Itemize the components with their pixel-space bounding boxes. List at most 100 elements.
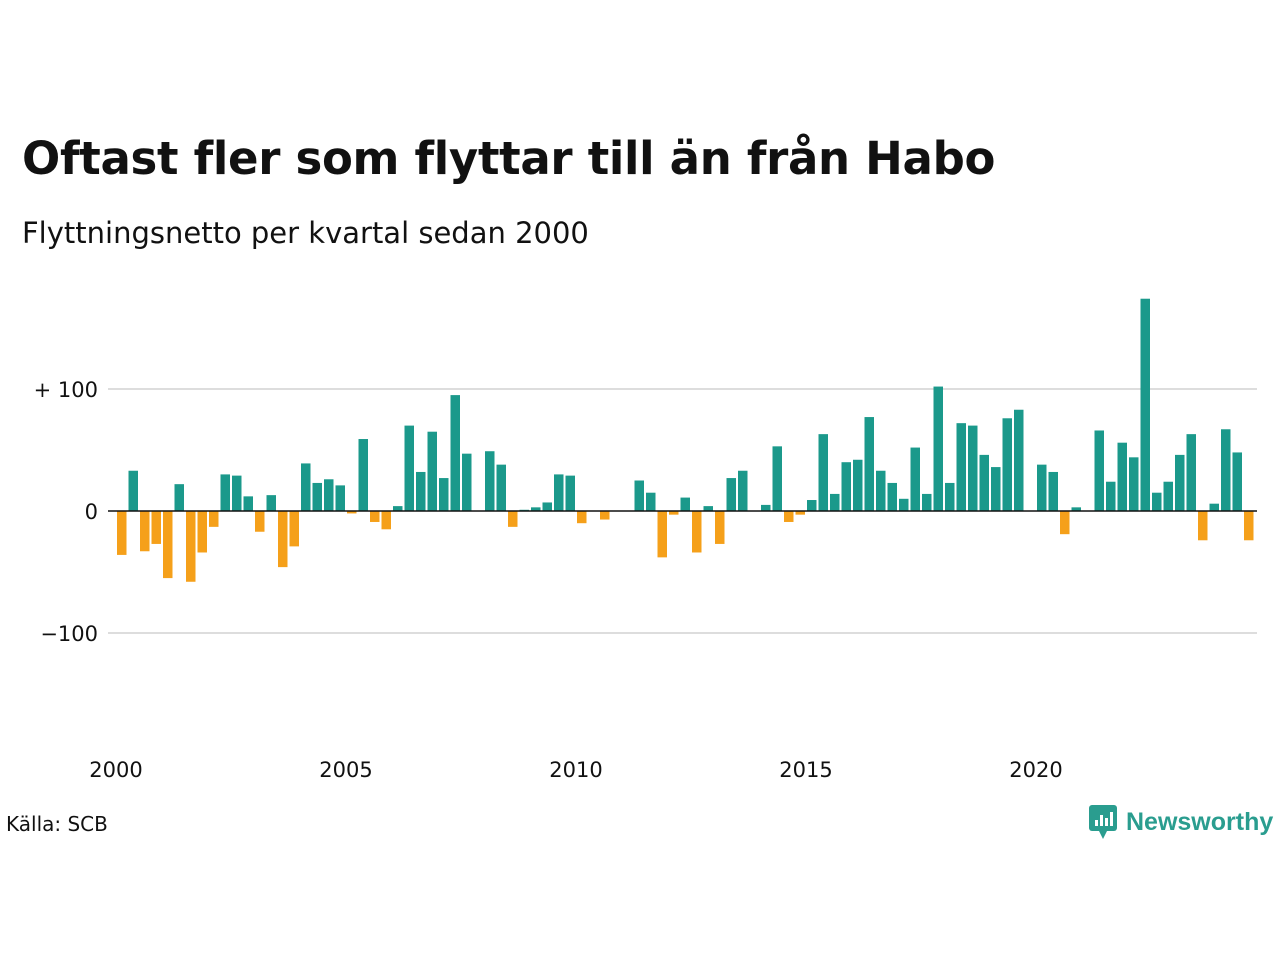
- bar: [347, 511, 357, 514]
- bar: [945, 482, 955, 511]
- bar: [324, 479, 334, 511]
- chart-subtitle: Flyttningsnetto per kvartal sedan 2000: [22, 216, 589, 250]
- bar: [542, 502, 552, 511]
- gridlines: [108, 388, 1257, 634]
- bar: [1232, 452, 1242, 511]
- bar: [565, 475, 575, 511]
- axis-labels: + 100 0 −100 2000 2005 2010 2015 2020: [34, 378, 1257, 782]
- brand-name: Newsworthy: [1126, 807, 1274, 836]
- bar: [255, 511, 265, 532]
- bar: [772, 446, 782, 511]
- bar: [715, 511, 725, 544]
- bar: [404, 425, 414, 511]
- bar: [818, 434, 828, 511]
- x-tick-label: 2020: [1009, 758, 1062, 782]
- x-tick-label: 2000: [89, 758, 142, 782]
- y-tick-label: 0: [85, 500, 98, 524]
- bar: [163, 511, 173, 579]
- source-note: Källa: SCB: [6, 812, 108, 836]
- bar: [278, 511, 288, 568]
- bar: [186, 511, 196, 582]
- bar: [761, 504, 771, 511]
- bar: [232, 475, 242, 511]
- x-tick-label: 2010: [549, 758, 602, 782]
- bar: [301, 463, 311, 511]
- bar: [554, 474, 564, 511]
- brand-logo[interactable]: Newsworthy: [1088, 804, 1273, 840]
- bar: [312, 482, 322, 511]
- bar: [807, 500, 817, 511]
- chart-title: Oftast fler som flyttar till än från Hab…: [22, 132, 996, 185]
- bar: [1048, 471, 1058, 511]
- bar: [1244, 511, 1254, 541]
- bar: [738, 470, 748, 511]
- bar: [462, 453, 472, 511]
- bar: [1198, 511, 1208, 541]
- bar: [335, 485, 345, 511]
- bar: [1129, 457, 1139, 511]
- bar: [1014, 409, 1024, 511]
- bar: [1152, 492, 1162, 511]
- bar-series: [117, 298, 1254, 582]
- x-tick-label: 2015: [779, 758, 832, 782]
- bar: [1002, 418, 1012, 511]
- bar: [1163, 481, 1173, 511]
- bar: [508, 511, 518, 527]
- bar: [991, 467, 1001, 511]
- bar: [669, 511, 679, 515]
- bar: [577, 511, 587, 524]
- x-tick-label: 2005: [319, 758, 372, 782]
- bar: [450, 395, 460, 511]
- bar: [795, 511, 805, 515]
- bar: [726, 478, 736, 511]
- bar: [646, 492, 656, 511]
- bar: [358, 439, 368, 511]
- bar: [209, 511, 219, 527]
- bar: [220, 474, 230, 511]
- bar: [887, 482, 897, 511]
- newsworthy-chart-bubble-icon: [1089, 805, 1117, 839]
- bar: [933, 386, 943, 511]
- bar: [1037, 464, 1047, 511]
- y-tick-label: + 100: [34, 378, 98, 402]
- bar: [1209, 503, 1219, 511]
- bar: [140, 511, 150, 552]
- bar: [1060, 511, 1070, 535]
- bar: [496, 464, 506, 511]
- bar: [416, 471, 426, 511]
- bar: [128, 470, 138, 511]
- bar: [1106, 481, 1116, 511]
- bar: [1071, 507, 1081, 511]
- bar: [370, 511, 380, 522]
- bar: [151, 511, 161, 544]
- bar: [531, 507, 541, 511]
- bar: [657, 511, 667, 558]
- bar: [485, 451, 495, 511]
- bar: [703, 506, 713, 511]
- bar: [174, 484, 184, 511]
- bar: [979, 454, 989, 511]
- bar: [841, 462, 851, 511]
- bar: [393, 506, 403, 511]
- bar: [439, 478, 449, 511]
- bar: [1117, 442, 1127, 511]
- bar: [910, 447, 920, 511]
- bar: [634, 480, 644, 511]
- bar: [922, 493, 932, 511]
- bar: [1221, 429, 1231, 511]
- bar: [853, 459, 863, 511]
- bar-chart: + 100 0 −100 2000 2005 2010 2015 2020: [34, 298, 1257, 782]
- bar: [117, 511, 127, 555]
- bar: [876, 470, 886, 511]
- bar: [381, 511, 391, 530]
- bar: [427, 431, 437, 511]
- bar: [289, 511, 299, 547]
- y-tick-label: −100: [40, 622, 98, 646]
- bar: [1140, 298, 1150, 511]
- bar: [1175, 454, 1185, 511]
- bar: [1186, 434, 1196, 511]
- bar: [784, 511, 794, 522]
- bar: [1094, 430, 1104, 511]
- bar: [600, 511, 610, 520]
- bar: [864, 417, 874, 511]
